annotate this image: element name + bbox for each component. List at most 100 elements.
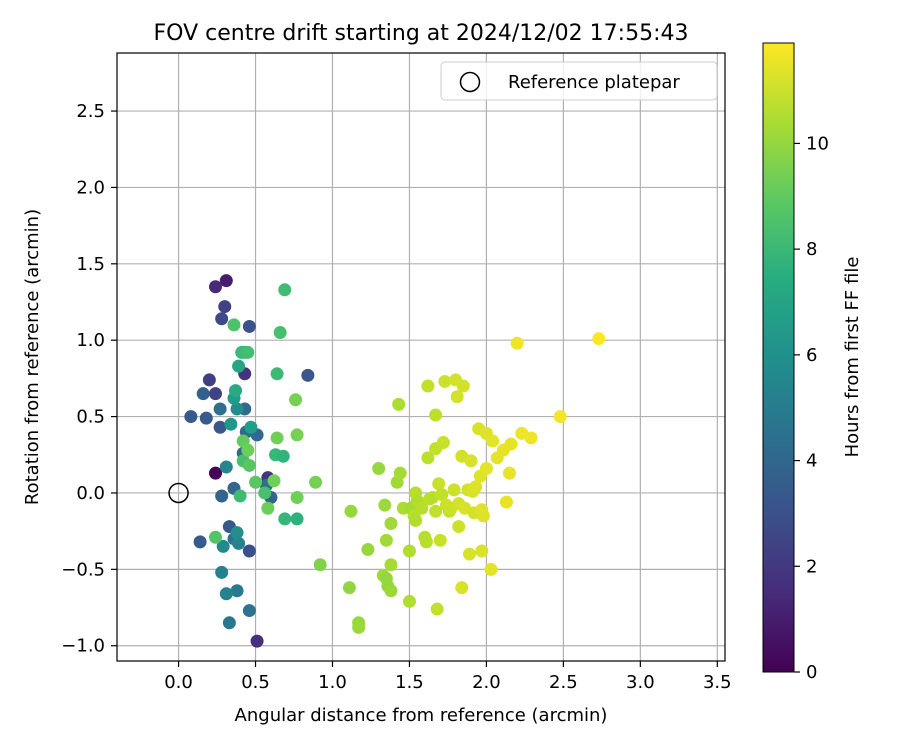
x-tick-label: 3.5 xyxy=(703,672,732,693)
data-point xyxy=(216,539,230,553)
data-point xyxy=(233,489,247,503)
data-point xyxy=(219,274,233,288)
data-point xyxy=(290,491,304,505)
data-point xyxy=(553,410,567,424)
colorbar-tick-label: 8 xyxy=(806,239,817,260)
data-point xyxy=(227,318,241,332)
data-point xyxy=(464,454,478,468)
data-point xyxy=(361,542,375,556)
y-tick-label: 1.5 xyxy=(76,254,105,275)
data-point xyxy=(486,434,500,448)
data-point xyxy=(215,312,229,326)
data-point xyxy=(429,408,443,422)
y-axis-label: Rotation from reference (arcmin) xyxy=(22,209,43,505)
x-tick-label: 2.0 xyxy=(472,672,501,693)
data-point xyxy=(242,319,256,333)
data-point xyxy=(242,544,256,558)
colorbar-tick-label: 6 xyxy=(806,345,817,366)
data-point xyxy=(242,458,256,472)
data-point xyxy=(215,489,229,503)
data-point xyxy=(196,387,210,401)
data-point xyxy=(503,466,517,480)
y-tick-label: 2.5 xyxy=(76,101,105,122)
data-point xyxy=(379,533,393,547)
data-point xyxy=(462,547,476,561)
data-point xyxy=(433,533,447,547)
colorbar-tick-label: 10 xyxy=(806,133,829,154)
data-point xyxy=(342,581,356,595)
x-tick-label: 3.0 xyxy=(626,672,655,693)
data-point xyxy=(276,449,290,463)
data-point xyxy=(372,462,386,476)
data-point xyxy=(270,367,284,381)
data-point xyxy=(430,602,444,616)
data-point xyxy=(230,402,244,416)
colorbar-tick-label: 2 xyxy=(806,556,817,577)
data-point xyxy=(270,431,284,445)
colorbar-tick-label: 0 xyxy=(806,662,817,683)
y-tick-label: −1.0 xyxy=(61,636,105,657)
data-point xyxy=(241,443,255,457)
legend: Reference platepar xyxy=(440,61,718,101)
data-point xyxy=(267,474,281,488)
data-point xyxy=(432,477,446,491)
y-tick-label: 0.0 xyxy=(76,483,105,504)
data-point xyxy=(241,345,255,359)
y-axis-ticks: −1.0 −0.5 0.0 0.5 1.0 1.5 2.0 2.5 xyxy=(61,101,117,657)
data-point xyxy=(379,572,393,586)
data-point xyxy=(475,544,489,558)
data-point xyxy=(438,374,452,388)
legend-entry-reference: Reference platepar xyxy=(508,72,680,93)
data-point xyxy=(278,283,292,297)
y-tick-label: 1.0 xyxy=(76,330,105,351)
data-point xyxy=(261,501,275,515)
data-point xyxy=(213,420,227,434)
data-point xyxy=(402,594,416,608)
data-point xyxy=(209,530,223,544)
x-tick-label: 1.5 xyxy=(395,672,424,693)
data-point xyxy=(378,498,392,512)
data-point xyxy=(435,487,449,501)
data-point xyxy=(393,466,407,480)
data-points xyxy=(184,274,606,648)
data-point xyxy=(476,509,490,523)
data-point xyxy=(242,604,256,618)
x-tick-label: 0.0 xyxy=(164,672,193,693)
data-point xyxy=(499,495,513,509)
x-tick-label: 1.0 xyxy=(318,672,347,693)
colorbar xyxy=(762,42,795,673)
data-point xyxy=(479,462,493,476)
data-point xyxy=(209,387,223,401)
data-point xyxy=(524,431,538,445)
data-point xyxy=(229,384,243,398)
data-point xyxy=(290,428,304,442)
data-point xyxy=(421,379,435,393)
data-point xyxy=(392,397,406,411)
data-point xyxy=(224,417,238,431)
reference-marker xyxy=(168,482,189,504)
colorbar-label: Hours from first FF file xyxy=(842,257,863,458)
data-point xyxy=(309,475,323,489)
plot-frame xyxy=(116,52,726,662)
data-point xyxy=(258,486,272,500)
data-point xyxy=(230,584,244,598)
data-point xyxy=(290,512,304,526)
x-tick-label: 2.5 xyxy=(549,672,578,693)
data-point xyxy=(230,526,244,540)
reference-platepar-marker xyxy=(168,482,189,504)
data-point xyxy=(450,390,464,404)
data-point xyxy=(249,475,263,489)
y-tick-label: 0.5 xyxy=(76,407,105,428)
y-tick-label: 2.0 xyxy=(76,177,105,198)
data-point xyxy=(429,504,443,518)
data-point xyxy=(313,558,327,572)
data-point xyxy=(273,326,287,340)
data-point xyxy=(215,565,229,579)
data-point xyxy=(209,280,223,294)
y-tick-label: −0.5 xyxy=(61,559,105,580)
data-point xyxy=(352,620,366,634)
data-point xyxy=(402,544,416,558)
data-point xyxy=(452,520,466,534)
